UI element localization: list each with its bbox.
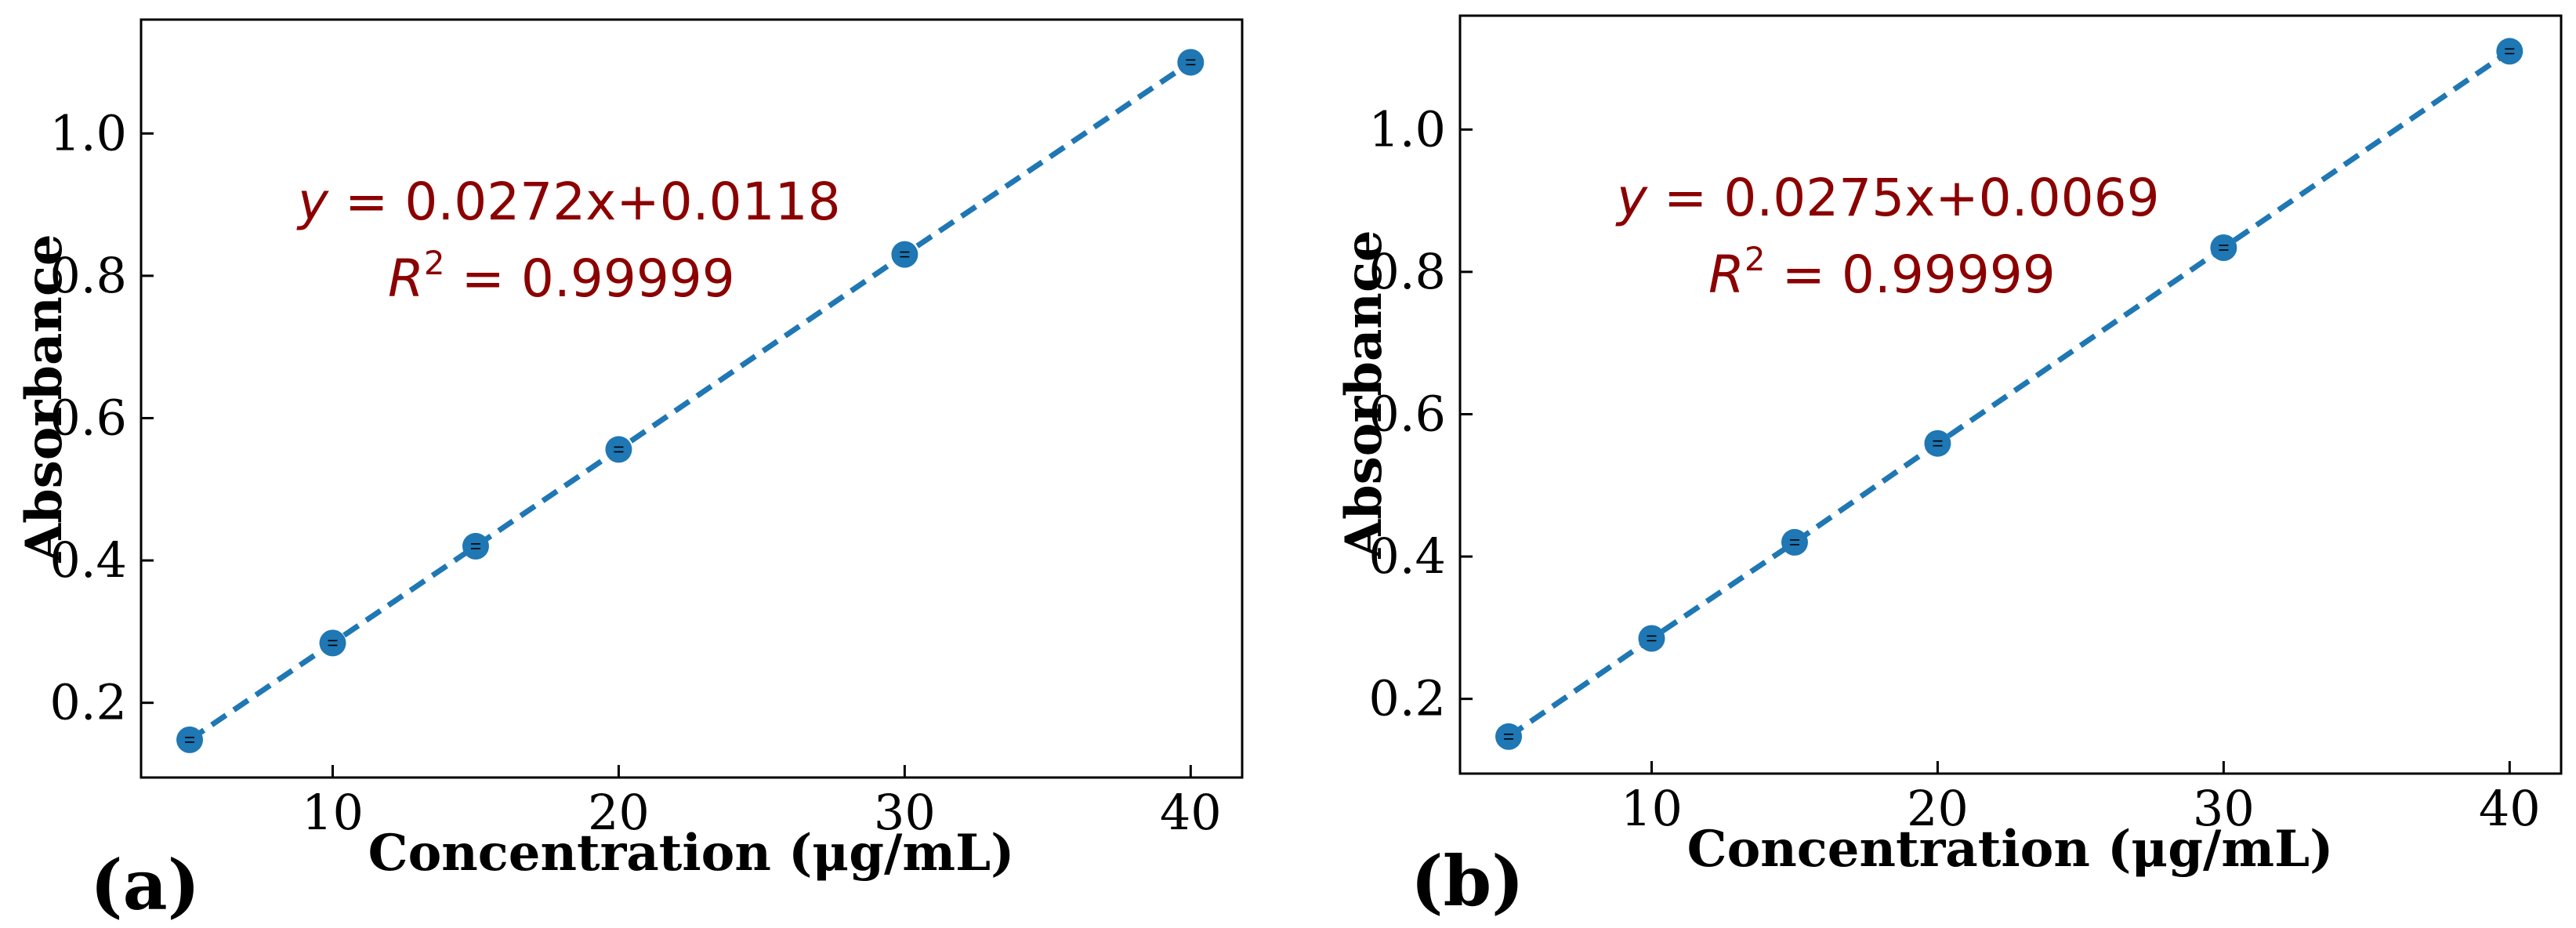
panel-label-b: (b) (1411, 840, 1524, 922)
fit-line-a (188, 60, 1193, 742)
data-point-marker-b (2210, 234, 2237, 262)
data-point-a (1177, 49, 1205, 76)
panel-b: 0.2 0.4 0.6 0.8 1.0 10 20 30 40 y = 0.0275x+0.0… (1335, 14, 2563, 922)
data-point-marker-b (1924, 430, 1951, 457)
equation-b-y: y (1615, 168, 1648, 228)
r2-a-r: R (388, 248, 424, 309)
y-ticks-a: 0.2 0.4 0.6 0.8 1.0 (49, 104, 154, 731)
fit-line-b (1507, 49, 2512, 739)
r2-b-value: 0.99999 (1842, 245, 2056, 305)
equation-a: y = 0.0272x+0.0118 (296, 172, 841, 232)
r2-a-eq: = (445, 248, 521, 309)
plot-frame-b (1458, 14, 2563, 775)
equation-b-value: 0.0275x+0.0069 (1723, 168, 2159, 228)
x-tick-label-b: 30 (2193, 780, 2255, 837)
data-point-b (2210, 234, 2237, 262)
r2-b-exp: 2 (1745, 240, 1766, 278)
r2-b-r: R (1708, 245, 1745, 305)
equation-b: y = 0.0275x+0.0069 (1615, 168, 2160, 228)
data-point-a (891, 241, 918, 268)
r2-a-value: 0.99999 (521, 248, 735, 309)
y-tick-label-a: 0.4 (49, 531, 127, 589)
data-points-b (1495, 38, 2523, 750)
y-tick-label-b: 0.2 (1368, 670, 1446, 727)
data-point-marker-a (605, 436, 632, 463)
y-axis-label-a: Absorbance (15, 234, 74, 563)
x-ticks-a: 10 20 30 40 (302, 765, 1222, 841)
r2-a-exp: 2 (424, 244, 445, 282)
x-axis-label-a: Concentration (μg/mL) (368, 824, 1015, 883)
x-ticks-b: 10 20 30 40 (1621, 761, 2541, 837)
x-axis-label-b: Concentration (μg/mL) (1687, 820, 2334, 879)
y-ticks-b: 0.2 0.4 0.6 0.8 1.0 (1368, 100, 1473, 727)
data-point-a (605, 436, 632, 463)
data-point-b (1781, 528, 1808, 556)
data-point-b (1495, 723, 1523, 750)
y-tick-label-b: 0.4 (1368, 527, 1446, 585)
data-point-marker-a (319, 629, 346, 657)
y-tick-label-b: 1.0 (1368, 100, 1446, 158)
equation-a-y: y (296, 172, 329, 232)
r2-a: R2 = 0.99999 (388, 244, 735, 309)
data-points-a (176, 49, 1205, 753)
equation-a-eq: = (328, 172, 404, 232)
y-tick-label-a: 0.6 (49, 389, 127, 446)
x-tick-label-a: 10 (302, 784, 364, 841)
data-point-marker-b (1781, 528, 1808, 556)
data-point-a (176, 726, 204, 753)
y-tick-label-a: 0.2 (49, 674, 127, 731)
x-tick-label-a: 20 (588, 784, 650, 841)
x-tick-label-a: 40 (1160, 784, 1222, 841)
data-point-marker-a (462, 532, 489, 560)
r2-b: R2 = 0.99999 (1708, 240, 2056, 305)
data-point-marker-b (1638, 625, 1665, 652)
data-point-marker-b (1495, 723, 1523, 750)
x-tick-label-b: 20 (1907, 780, 1969, 837)
data-point-marker-a (891, 241, 918, 268)
r2-b-eq: = (1766, 245, 1842, 305)
plot-frame-a (139, 18, 1244, 779)
panel-a: 0.2 0.4 0.6 0.8 1.0 10 20 30 40 y = 0.0272x+0.0… (15, 18, 1244, 926)
y-tick-label-a: 0.8 (49, 247, 127, 304)
equation-a-value: 0.0272x+0.0118 (404, 172, 840, 232)
equation-b-eq: = (1647, 168, 1723, 228)
y-tick-label-b: 0.8 (1368, 243, 1446, 300)
y-axis-label-b: Absorbance (1335, 230, 1393, 559)
data-point-marker-a (1177, 49, 1205, 76)
x-tick-label-b: 40 (2479, 780, 2541, 837)
data-point-b (1924, 430, 1951, 457)
data-point-marker-a (176, 726, 204, 753)
data-point-b (2496, 38, 2523, 65)
x-tick-label-a: 30 (874, 784, 936, 841)
data-point-marker-b (2496, 38, 2523, 65)
data-point-a (319, 629, 346, 657)
x-tick-label-b: 10 (1621, 780, 1683, 837)
data-point-a (462, 532, 489, 560)
data-point-b (1638, 625, 1665, 652)
y-tick-label-b: 0.6 (1368, 385, 1446, 442)
panel-label-a: (a) (90, 844, 200, 926)
y-tick-label-a: 1.0 (49, 104, 127, 161)
